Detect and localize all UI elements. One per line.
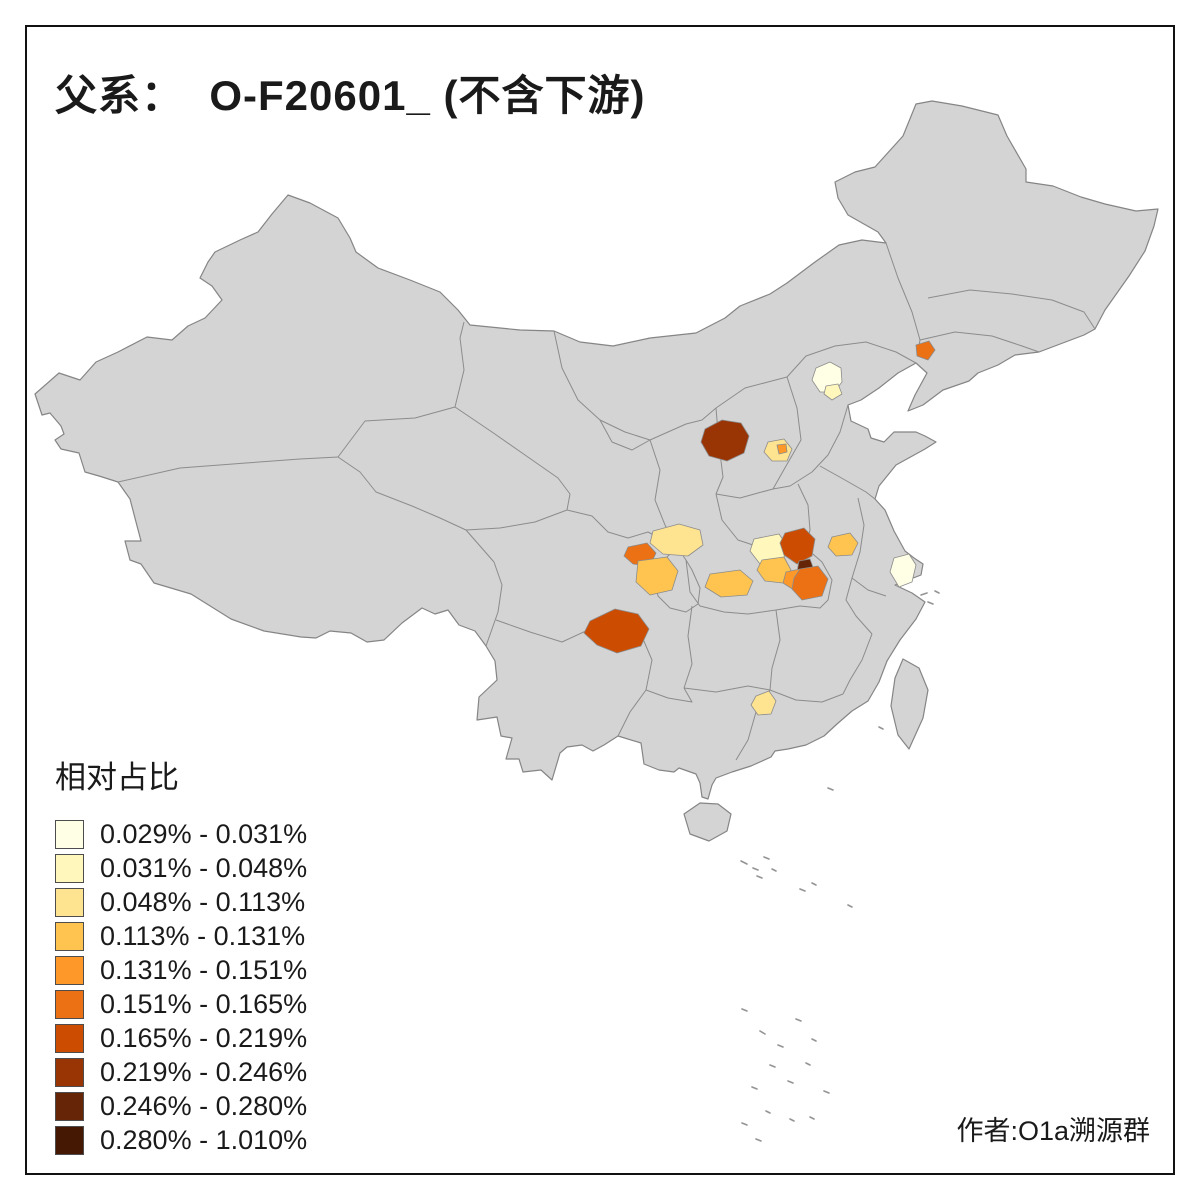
legend-swatch (55, 1057, 84, 1087)
highlight-region-sichuan-pale (649, 523, 704, 557)
highlight-region-liaoning (915, 340, 936, 361)
legend-title: 相对占比 (55, 760, 179, 795)
legend-swatch (55, 921, 84, 951)
highlight-region-west-hubei (704, 569, 754, 598)
highlight-region-anhui (827, 532, 859, 557)
legend-label: 0.151% - 0.165% (100, 989, 308, 1019)
china-mainland (34, 100, 1159, 800)
legend-swatch (55, 1091, 84, 1121)
legend-label: 0.165% - 0.219% (100, 1023, 308, 1053)
hainan-island (683, 802, 732, 842)
highlighted-regions (583, 340, 936, 716)
legend-label: 0.031% - 0.048% (100, 853, 308, 883)
legend: 相对占比 0.029% - 0.031% 0.031% - 0.048% 0.0… (55, 752, 307, 1157)
legend-swatch (55, 887, 84, 917)
legend-item: 0.219% - 0.246% (55, 1055, 307, 1089)
page-title: 父系： O-F20601_ (不含下游) (55, 72, 646, 119)
author-credit: 作者:O1a溯源群 (956, 1116, 1150, 1146)
legend-item: 0.280% - 1.010% (55, 1123, 307, 1157)
highlight-region-shanghai (889, 553, 917, 588)
highlight-region-sichuan-yellow (635, 556, 679, 596)
legend-label: 0.029% - 0.031% (100, 819, 308, 849)
legend-swatch (55, 1023, 84, 1053)
legend-item: 0.131% - 0.151% (55, 953, 307, 987)
legend-item: 0.031% - 0.048% (55, 851, 307, 885)
legend-swatch (55, 1125, 84, 1155)
legend-swatch (55, 853, 84, 883)
legend-item: 0.113% - 0.131% (55, 919, 307, 953)
legend-label: 0.280% - 1.010% (100, 1125, 308, 1155)
taiwan-island (890, 658, 929, 750)
legend-item: 0.151% - 0.165% (55, 987, 307, 1021)
province-borders (117, 242, 1096, 761)
legend-label: 0.219% - 0.246% (100, 1057, 308, 1087)
legend-label: 0.113% - 0.131% (100, 921, 306, 951)
highlight-region-wuhan (791, 565, 829, 601)
legend-label: 0.131% - 0.151% (100, 955, 308, 985)
legend-item: 0.246% - 0.280% (55, 1089, 307, 1123)
highlight-region-yunnan-burnt (583, 608, 650, 654)
legend-item: 0.165% - 0.219% (55, 1021, 307, 1055)
legend-item: 0.048% - 0.113% (55, 885, 307, 919)
highlight-region-guangdong (750, 690, 777, 716)
legend-swatch (55, 989, 84, 1019)
legend-item: 0.029% - 0.031% (55, 817, 307, 851)
highlight-region-hebei-dot (776, 443, 788, 455)
south-china-sea-islands (740, 590, 940, 1142)
legend-label: 0.246% - 0.280% (100, 1091, 308, 1121)
highlight-region-beijing-south (823, 383, 843, 401)
highlight-region-shanxi-dark (700, 419, 750, 462)
plot-border (25, 25, 1175, 1175)
legend-swatch (55, 955, 84, 985)
legend-label: 0.048% - 0.113% (100, 887, 306, 917)
legend-swatch (55, 819, 84, 849)
